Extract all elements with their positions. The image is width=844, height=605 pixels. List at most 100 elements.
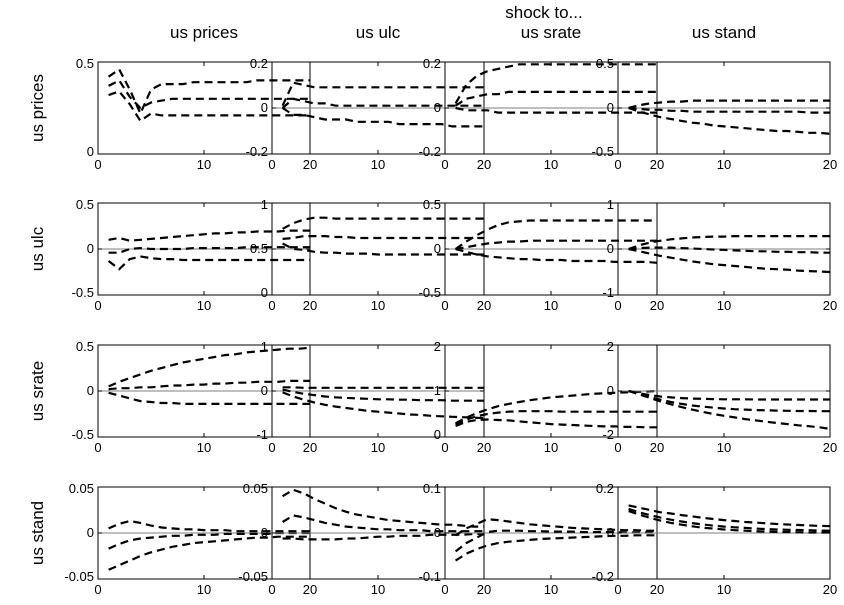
x-tick-label: 0 (268, 440, 275, 455)
x-tick-label: 0 (268, 157, 275, 172)
y-tick-label: 2 (434, 339, 441, 354)
x-tick-label: 0 (441, 157, 448, 172)
irf-series-line (108, 379, 310, 391)
x-tick-label: 20 (650, 582, 664, 597)
irf-series-line (628, 246, 830, 254)
y-tick-label: 0.05 (69, 481, 94, 496)
x-tick-label: 10 (717, 582, 731, 597)
row-label: us prices (28, 74, 47, 142)
row-label: us ulc (28, 226, 47, 271)
x-tick-label: 10 (544, 298, 558, 313)
x-tick-label: 10 (371, 582, 385, 597)
x-tick-label: 20 (477, 440, 491, 455)
irf-series-line (108, 90, 310, 123)
y-tick-label: 0 (261, 100, 268, 115)
y-tick-label: -0.2 (592, 569, 614, 584)
y-tick-label: 0.05 (243, 481, 268, 496)
x-tick-label: 0 (441, 298, 448, 313)
irf-series-line (282, 391, 485, 420)
x-tick-label: 10 (717, 298, 731, 313)
y-tick-label: 1 (607, 197, 614, 212)
x-tick-label: 0 (268, 582, 275, 597)
irf-series-line (108, 246, 310, 254)
irf-series-line (628, 507, 831, 532)
y-tick-label: 0.2 (596, 481, 614, 496)
irf-series-line (455, 106, 657, 114)
y-tick-label: 0 (607, 525, 614, 540)
x-tick-label: 0 (94, 157, 101, 172)
x-tick-label: 20 (303, 157, 317, 172)
y-tick-label: -0.5 (72, 427, 94, 442)
irf-series-line (108, 346, 311, 388)
x-tick-label: 20 (823, 582, 837, 597)
x-tick-label: 0 (614, 582, 621, 597)
y-tick-label: -0.5 (72, 285, 94, 300)
x-tick-label: 10 (371, 440, 385, 455)
x-tick-label: 0 (94, 298, 101, 313)
y-tick-label: 0 (434, 427, 441, 442)
irf-series-line (628, 235, 830, 251)
irf-series-line (628, 106, 830, 114)
x-tick-label: 20 (823, 157, 837, 172)
x-tick-label: 0 (441, 440, 448, 455)
y-tick-label: 0 (607, 100, 614, 115)
x-tick-label: 20 (303, 582, 317, 597)
irf-series-line (455, 418, 657, 429)
x-tick-label: 0 (94, 582, 101, 597)
y-tick-label: 0 (87, 241, 94, 256)
x-tick-label: 10 (544, 157, 558, 172)
y-tick-label: 0 (87, 383, 94, 398)
irf-series-line (107, 67, 310, 117)
y-tick-label: -1 (256, 427, 268, 442)
irf-series-line (282, 514, 484, 533)
x-tick-label: 0 (441, 582, 448, 597)
x-tick-label: 20 (477, 157, 491, 172)
x-tick-label: 0 (268, 298, 275, 313)
irf-series-line (108, 519, 310, 533)
irf-series-line (281, 81, 484, 107)
irf-series-line (454, 219, 657, 250)
y-tick-label: 0.2 (423, 56, 441, 71)
x-tick-label: 20 (477, 298, 491, 313)
irf-series-line (628, 389, 831, 430)
x-tick-label: 0 (94, 440, 101, 455)
y-tick-label: 0.5 (423, 197, 441, 212)
column-title: us stand (692, 23, 756, 42)
column-title: us srate (521, 23, 581, 42)
y-tick-label: 0 (607, 241, 614, 256)
y-tick-label: -1 (602, 285, 614, 300)
x-tick-label: 20 (650, 440, 664, 455)
row-label: us srate (28, 361, 47, 421)
irf-series-line (454, 518, 657, 537)
irf-series-line (107, 255, 310, 271)
irf-series-line (455, 239, 657, 251)
x-tick-label: 0 (614, 157, 621, 172)
column-title: us prices (170, 23, 238, 42)
irf-series-line (628, 247, 831, 274)
y-tick-label: 0 (434, 100, 441, 115)
y-tick-label: 0 (434, 241, 441, 256)
irf-series-line (108, 229, 310, 242)
irf-series-line (282, 488, 484, 528)
x-tick-label: 10 (544, 582, 558, 597)
irf-series-line (455, 410, 657, 426)
x-tick-label: 0 (614, 298, 621, 313)
x-tick-label: 20 (823, 440, 837, 455)
y-tick-label: 0 (261, 285, 268, 300)
y-tick-label: 0.5 (250, 241, 268, 256)
y-tick-label: 0 (261, 525, 268, 540)
y-tick-label: -0.5 (419, 285, 441, 300)
irf-series-line (282, 235, 484, 240)
irf-series-line (281, 107, 484, 128)
y-tick-label: 0.5 (596, 56, 614, 71)
y-tick-label: 0 (87, 144, 94, 159)
irf-series-line (628, 106, 831, 135)
irf-series-line (454, 90, 657, 107)
irf-series-line (628, 504, 831, 528)
irf-series-line (454, 63, 657, 104)
y-tick-label: 0.5 (76, 339, 94, 354)
irf-series-line (628, 99, 830, 110)
irf-series-line (628, 389, 830, 413)
y-tick-label: 0.5 (76, 197, 94, 212)
